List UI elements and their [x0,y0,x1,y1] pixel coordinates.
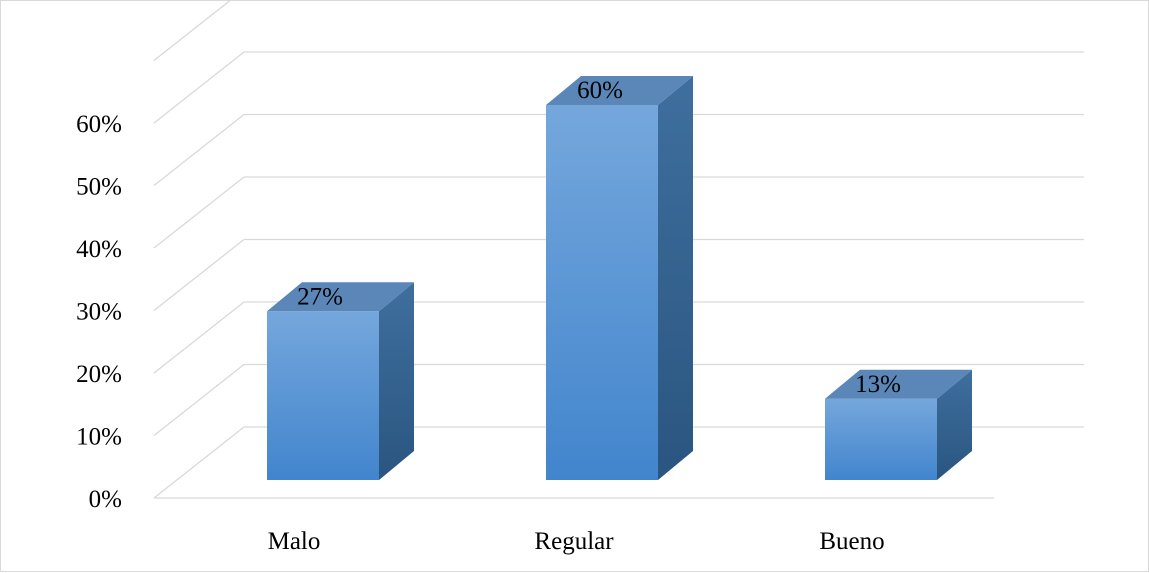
bar-side [937,369,972,480]
y-tick-label: 20% [76,361,122,388]
x-tick-label: Malo [268,528,321,555]
bar-bueno [825,369,972,480]
bars [267,76,972,480]
y-tick-label: 40% [76,236,122,263]
y-axis: 0% 10% 20% 30% 40% 50% 60% [76,111,122,513]
bar-front [267,311,379,480]
data-labels: 27% 60% 13% [297,77,901,398]
data-label: 13% [855,371,901,398]
bar-side [658,76,693,480]
gridline-top [153,1,231,62]
bar-front [546,105,658,480]
x-tick-label: Bueno [819,528,884,555]
data-label: 60% [577,77,623,104]
y-tick-label: 60% [76,111,122,138]
bar-regular [546,76,693,480]
x-axis: Malo Regular Bueno [268,528,885,555]
y-tick-label: 50% [76,174,122,201]
bar-side [379,282,414,480]
y-tick-label: 30% [76,299,122,326]
y-tick-label: 0% [89,486,122,513]
bar-malo [267,282,414,480]
bar-top [825,369,972,399]
bar-top [267,282,414,312]
x-tick-label: Regular [534,528,614,555]
data-label: 27% [297,283,343,310]
bar-front [825,398,937,480]
gridline-60 [153,51,1084,124]
y-tick-label: 10% [76,424,122,451]
bar-top [546,76,693,105]
